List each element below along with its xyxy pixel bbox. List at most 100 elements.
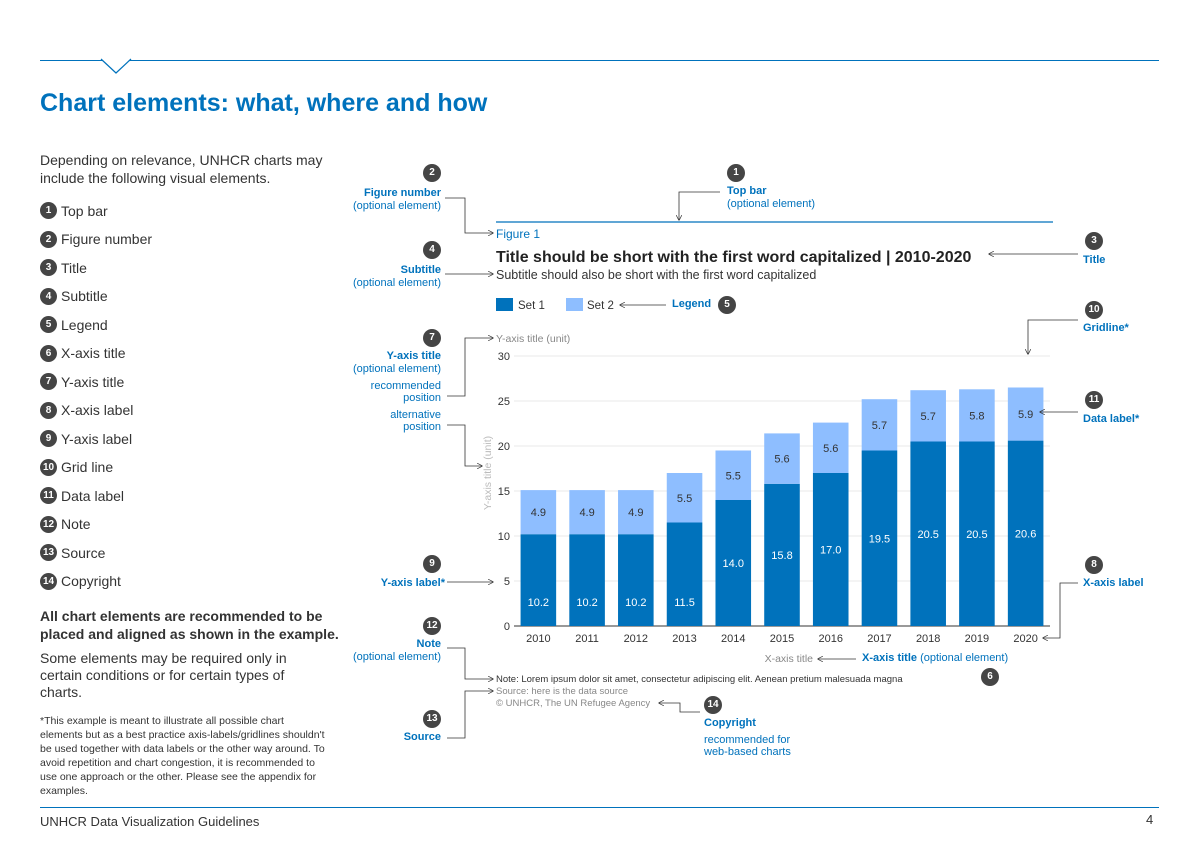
data-label: 4.9 bbox=[531, 507, 546, 519]
list-item-label: Y-axis label bbox=[61, 430, 133, 447]
footer-text: UNHCR Data Visualization Guidelines bbox=[40, 814, 260, 829]
connector-top-bar bbox=[679, 191, 720, 220]
data-label: 4.9 bbox=[628, 507, 643, 519]
bar-segment-set2 bbox=[666, 473, 703, 523]
annotation-x-axis-label-title: X-axis label bbox=[1083, 577, 1144, 589]
badge-source: 13 bbox=[423, 710, 441, 728]
x-axis-title: X-axis title bbox=[765, 653, 814, 665]
connector-note bbox=[447, 647, 493, 679]
connector-y-title-recommended bbox=[447, 338, 493, 397]
chart-title: Title should be short with the first wor… bbox=[496, 249, 972, 266]
list-item: 8 X-axis label bbox=[40, 401, 133, 422]
annotation-alternative-line2: position bbox=[403, 421, 441, 433]
list-item: 13 Source bbox=[40, 544, 105, 564]
bar-segment-set2 bbox=[861, 399, 898, 451]
connector-y-title-alternative bbox=[447, 424, 482, 466]
y-tick-label: 0 bbox=[504, 621, 510, 633]
badge-y-axis-label: 9 bbox=[423, 555, 441, 573]
x-tick-label: 2020 bbox=[1013, 633, 1037, 645]
badge-x-axis-title: 6 bbox=[981, 668, 999, 686]
badge-data-label: 11 bbox=[1085, 391, 1103, 409]
x-tick-label: 2018 bbox=[916, 633, 940, 645]
chart-copyright: © UNHCR, The UN Refugee Agency bbox=[496, 698, 650, 709]
list-item: 14 Copyright bbox=[40, 572, 121, 593]
annotation-note-sub: (optional element) bbox=[352, 651, 441, 663]
badge-subtitle: 4 bbox=[423, 241, 441, 259]
header-notch bbox=[100, 58, 132, 74]
data-label: 15.8 bbox=[771, 550, 792, 562]
number-badge: 13 bbox=[40, 544, 57, 562]
annotation-recommended-position: recommended position bbox=[371, 380, 441, 404]
y-tick-label: 5 bbox=[504, 576, 510, 588]
x-tick-label: 2017 bbox=[867, 633, 891, 645]
data-label: 10.2 bbox=[625, 597, 646, 609]
list-item-label: Subtitle bbox=[61, 288, 108, 305]
list-item-label: Data label bbox=[61, 487, 125, 504]
number-badge: 5 bbox=[40, 316, 57, 334]
annotation-y-axis-title: Y-axis title (optional element) bbox=[353, 350, 441, 376]
list-item: 1 Top bar bbox=[40, 202, 108, 222]
data-label: 14.0 bbox=[723, 558, 744, 570]
x-tick-label: 2013 bbox=[672, 633, 696, 645]
annotation-alternative-line1: alternative bbox=[390, 409, 441, 421]
number-badge: 10 bbox=[40, 458, 57, 476]
y-axis-title-alt: Y-axis title (unit) bbox=[482, 436, 494, 510]
x-tick-label: 2012 bbox=[624, 633, 648, 645]
number-badge: 11 bbox=[40, 487, 57, 505]
badge-y-axis-title: 7 bbox=[423, 329, 441, 347]
annotation-top-bar: Top bar (optional element) bbox=[727, 185, 815, 211]
connector-copyright bbox=[659, 703, 700, 713]
number-badge: 2 bbox=[40, 230, 57, 248]
number-badge: 1 bbox=[40, 202, 57, 220]
y-tick-label: 25 bbox=[498, 396, 510, 408]
list-item-label: Title bbox=[61, 259, 87, 276]
data-label: 5.6 bbox=[774, 454, 789, 466]
list-item: 9 Y-axis label bbox=[40, 430, 132, 450]
list-item-label: Note bbox=[61, 516, 91, 533]
annotation-y-axis-label-title: Y-axis label* bbox=[380, 577, 445, 589]
badge-note: 12 bbox=[423, 617, 441, 635]
list-item-label: Top bar bbox=[61, 202, 108, 219]
data-label: 4.9 bbox=[579, 507, 594, 519]
annotation-gridline: Gridline* bbox=[1083, 322, 1129, 335]
conditions-text: Some elements may be required only in ce… bbox=[40, 650, 287, 700]
bar-segment-set1 bbox=[910, 441, 946, 626]
number-badge: 3 bbox=[40, 259, 57, 277]
annotation-x-axis-title: X-axis title (optional element) bbox=[862, 652, 1008, 665]
number-badge: 6 bbox=[40, 344, 57, 362]
data-label: 20.5 bbox=[917, 529, 938, 541]
bar-segment-set2 bbox=[569, 490, 605, 535]
list-item-label: Copyright bbox=[61, 573, 121, 590]
bar-segment-set1 bbox=[764, 483, 800, 626]
annotation-copyright: Copyright bbox=[704, 717, 756, 730]
list-item-label: Grid line bbox=[61, 459, 114, 476]
top-rule bbox=[40, 60, 1159, 61]
data-label: 5.8 bbox=[969, 410, 984, 422]
y-tick-label: 10 bbox=[498, 531, 510, 543]
badge-figure-number: 2 bbox=[423, 164, 441, 182]
bar-segment-set1 bbox=[569, 534, 605, 626]
number-badge: 14 bbox=[40, 572, 57, 590]
legend-label-set2: Set 2 bbox=[587, 300, 614, 312]
annotation-alternative-position: alternative position bbox=[390, 409, 441, 433]
data-label: 5.9 bbox=[1018, 409, 1033, 421]
list-item: 7 Y-axis title bbox=[40, 373, 124, 393]
annotation-figure-number: Figure number (optional element) bbox=[353, 187, 441, 213]
annotation-source-title: Source bbox=[403, 731, 441, 743]
list-item: 10 Grid line bbox=[40, 458, 114, 479]
bar-segment-set1 bbox=[715, 500, 752, 626]
annotation-title: Title bbox=[1083, 254, 1105, 267]
annotation-gridline-title: Gridline* bbox=[1083, 322, 1129, 334]
list-item: 3 Title bbox=[40, 259, 87, 279]
annotation-x-axis-title-title: X-axis title bbox=[862, 652, 918, 664]
bar-segment-set1 bbox=[520, 534, 557, 626]
data-label: 5.6 bbox=[823, 443, 838, 455]
badge-legend: 5 bbox=[718, 296, 736, 314]
plot-area: 0 5 10 15 20 25 30 10.2 4.9 2010 10.2 4.9 2011 10.2 4.… bbox=[498, 351, 1050, 645]
annotation-top-bar-sub: (optional element) bbox=[727, 198, 816, 210]
list-item-label: Source bbox=[61, 544, 106, 561]
data-label: 10.2 bbox=[576, 597, 597, 609]
annotation-figure-number-title: Figure number bbox=[363, 187, 441, 199]
data-label: 19.5 bbox=[869, 533, 890, 545]
